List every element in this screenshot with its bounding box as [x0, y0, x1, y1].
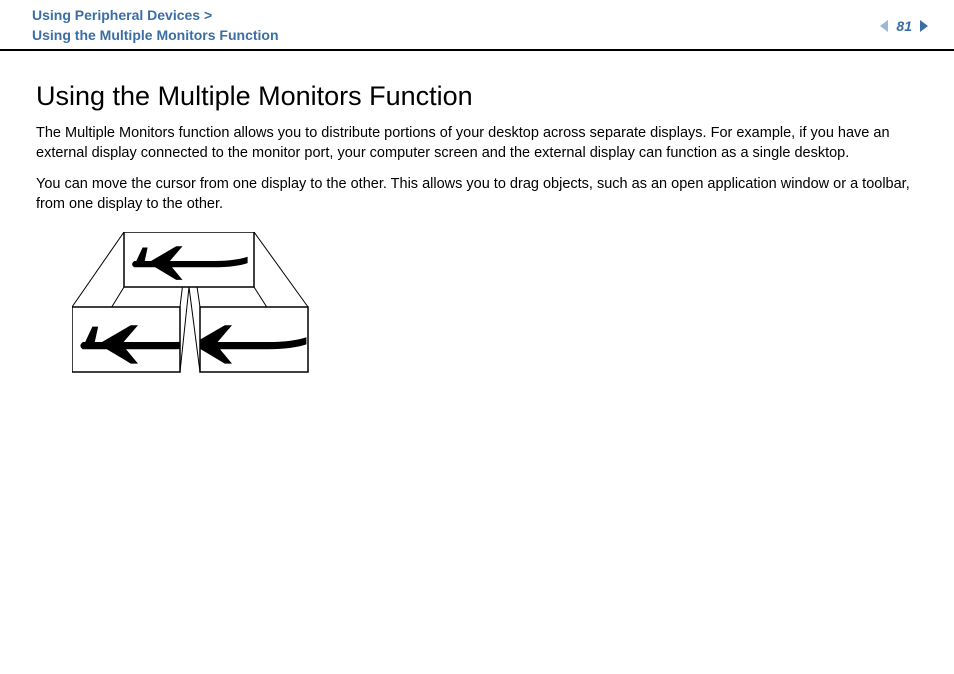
next-page-icon[interactable] — [916, 19, 930, 33]
prev-page-icon[interactable] — [878, 19, 892, 33]
page-header: Using Peripheral Devices > Using the Mul… — [0, 0, 954, 51]
page-number: 81 — [896, 18, 912, 34]
breadcrumb-line-1: Using Peripheral Devices > — [32, 6, 279, 26]
page-title: Using the Multiple Monitors Function — [36, 81, 918, 112]
paragraph-2: You can move the cursor from one display… — [36, 175, 918, 214]
breadcrumb-line-2: Using the Multiple Monitors Function — [32, 26, 279, 46]
paragraph-1: The Multiple Monitors function allows yo… — [36, 124, 918, 163]
monitors-diagram — [72, 232, 918, 387]
page-nav: 81 — [878, 18, 930, 34]
page-content: Using the Multiple Monitors Function The… — [0, 51, 954, 387]
breadcrumb: Using Peripheral Devices > Using the Mul… — [32, 6, 279, 45]
